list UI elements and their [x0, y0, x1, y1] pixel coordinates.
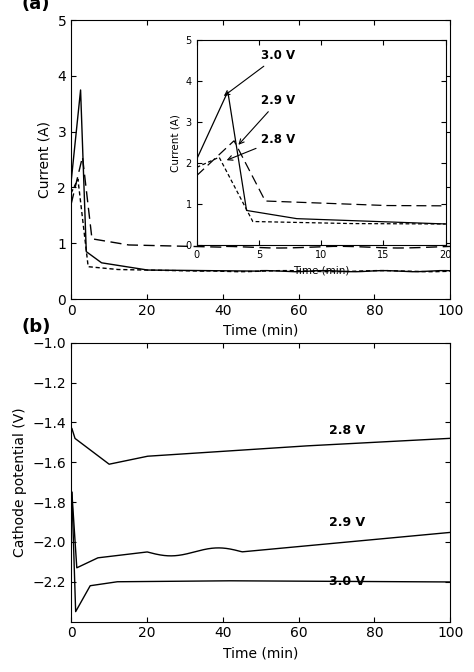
Text: 2.8 V: 2.8 V: [329, 424, 365, 437]
Text: 3.0 V: 3.0 V: [225, 49, 295, 95]
X-axis label: Time (min): Time (min): [223, 323, 299, 337]
Y-axis label: Current (A): Current (A): [170, 114, 180, 172]
Text: (a): (a): [22, 0, 50, 13]
Text: 3.0 V: 3.0 V: [329, 575, 365, 588]
Text: 2.9 V: 2.9 V: [239, 94, 296, 144]
Text: (b): (b): [22, 318, 51, 335]
Text: 2.9 V: 2.9 V: [329, 516, 365, 529]
Y-axis label: Cathode potential (V): Cathode potential (V): [13, 407, 27, 557]
Y-axis label: Current (A): Current (A): [38, 121, 52, 198]
X-axis label: Time (min): Time (min): [293, 265, 349, 276]
Text: 2.8 V: 2.8 V: [228, 133, 296, 160]
X-axis label: Time (min): Time (min): [223, 646, 299, 660]
